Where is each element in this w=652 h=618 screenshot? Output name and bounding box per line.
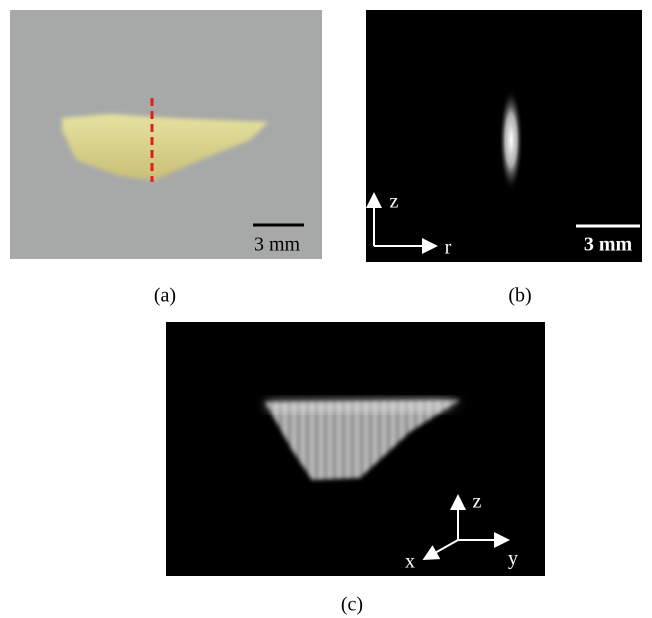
axis-label: r xyxy=(445,237,452,259)
axis-label: y xyxy=(508,548,518,570)
scale-label: 3 mm xyxy=(254,234,301,256)
scale-label: 3 mm xyxy=(584,234,633,256)
axis-label: z xyxy=(473,491,482,513)
panel-label: (b) xyxy=(508,285,531,307)
panel-label: (a) xyxy=(154,285,176,307)
axis-label: z xyxy=(390,191,399,213)
panel-a: 3 mm (a) xyxy=(10,10,322,307)
panel-c: z y x (c) xyxy=(166,322,545,616)
panel-label: (c) xyxy=(341,594,363,616)
signal xyxy=(499,88,523,192)
panel-b: z r 3 mm (b) xyxy=(366,10,642,307)
figure: 3 mm (a) z r 3 mm (b) z y x (c) xyxy=(0,0,652,618)
axis-label: x xyxy=(405,551,415,573)
